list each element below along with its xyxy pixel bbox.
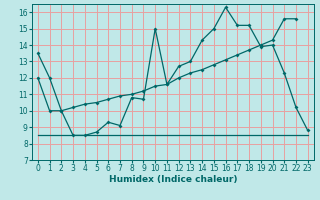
X-axis label: Humidex (Indice chaleur): Humidex (Indice chaleur) [108,175,237,184]
